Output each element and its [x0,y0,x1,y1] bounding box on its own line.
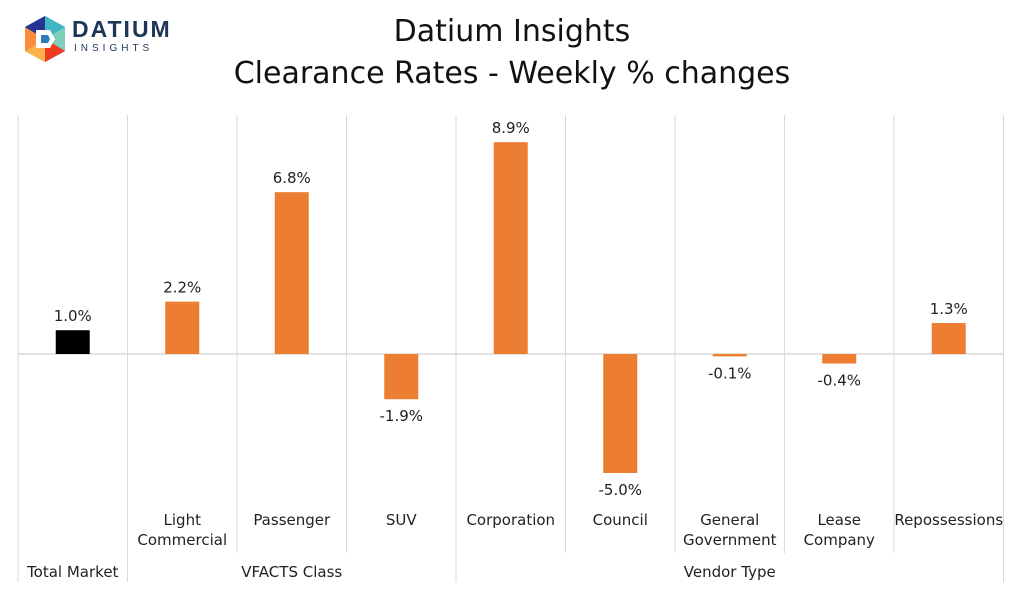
data-label: 2.2% [163,279,201,297]
bar [384,354,419,400]
data-label: -0.4% [817,372,861,390]
data-label: -5.0% [598,481,642,499]
category-label: Total Market [26,563,118,581]
category-label: Passenger [253,511,331,529]
bar [931,323,966,354]
bar [712,354,747,357]
data-label: 1.0% [54,307,92,325]
bar [274,192,309,354]
group-label: VFACTS Class [241,563,342,581]
category-label: Company [804,531,875,549]
datium-logo: DATIUM INSIGHTS [20,14,170,64]
category-label: Light [164,511,202,529]
category-label: Repossessions [894,511,1003,529]
data-label: 8.9% [492,119,530,137]
chart-title-line-1: Datium Insights [393,14,631,49]
data-label: 6.8% [273,169,311,187]
category-label: Lease [817,511,861,529]
category-label: Council [593,511,648,529]
bar [822,354,857,364]
data-label: -1.9% [379,407,423,425]
category-label: Government [683,531,777,549]
data-label: -0.1% [708,364,752,382]
category-label: SUV [386,511,418,529]
bar [603,354,638,473]
logo-wordmark: DATIUM [72,16,172,42]
bar [55,330,90,354]
category-label: General [700,511,759,529]
bar [493,142,528,354]
bar [165,301,200,354]
group-label: Vendor Type [684,563,776,581]
category-label: Corporation [466,511,555,529]
logo-subtitle: INSIGHTS [74,43,154,54]
category-label: Commercial [137,531,227,549]
datium-logo-icon [25,16,65,62]
data-label: 1.3% [930,300,968,318]
chart-title-line-2: Clearance Rates - Weekly % changes [233,56,791,91]
